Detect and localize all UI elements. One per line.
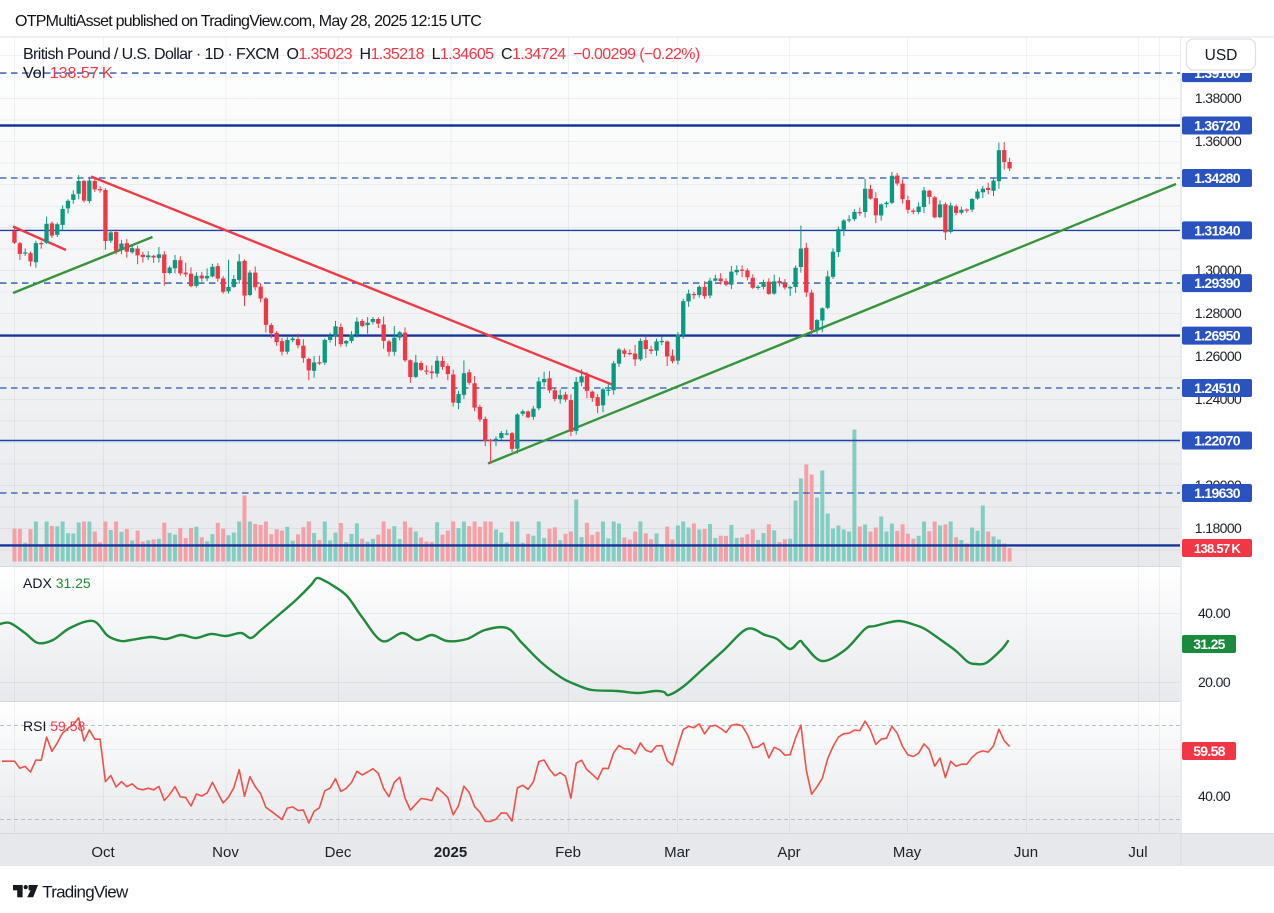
svg-text:1.19630: 1.19630 — [1194, 485, 1241, 501]
svg-text:1.36720: 1.36720 — [1194, 118, 1241, 134]
svg-text:1.29390: 1.29390 — [1194, 275, 1241, 291]
svg-text:TradingView: TradingView — [42, 883, 129, 902]
svg-text:Nov: Nov — [212, 844, 239, 861]
svg-text:1.26000: 1.26000 — [1195, 348, 1242, 364]
svg-text:British Pound / U.S. Dollar ·: British Pound / U.S. Dollar · 1D · FXCM … — [23, 46, 700, 63]
svg-text:31.25: 31.25 — [1193, 636, 1225, 652]
svg-text:2025: 2025 — [434, 844, 467, 861]
svg-text:OTPMultiAsset published on Tra: OTPMultiAsset published on TradingView.c… — [15, 13, 481, 30]
svg-text:ADX 31.25: ADX 31.25 — [23, 575, 91, 591]
svg-text:Jul: Jul — [1128, 844, 1147, 861]
svg-text:1.36000: 1.36000 — [1195, 133, 1242, 149]
svg-text:1.26950: 1.26950 — [1194, 328, 1241, 344]
svg-text:Mar: Mar — [664, 844, 690, 861]
svg-text:RSI 59.58: RSI 59.58 — [23, 718, 85, 734]
svg-text:1.34280: 1.34280 — [1194, 170, 1241, 186]
svg-text:Jun: Jun — [1014, 844, 1038, 861]
svg-text:1.28000: 1.28000 — [1195, 305, 1242, 321]
svg-text:1.18000: 1.18000 — [1195, 520, 1242, 536]
svg-text:1.31840: 1.31840 — [1194, 222, 1241, 238]
svg-text:Vol 138.57 K: Vol 138.57 K — [23, 65, 113, 82]
svg-text:20.00: 20.00 — [1198, 674, 1231, 690]
svg-text:1.22070: 1.22070 — [1194, 433, 1241, 449]
svg-text:Dec: Dec — [325, 844, 352, 861]
svg-text:USD: USD — [1205, 47, 1238, 64]
svg-text:1.38000: 1.38000 — [1195, 90, 1242, 106]
svg-text:1.30000: 1.30000 — [1195, 262, 1242, 278]
svg-text:59.58: 59.58 — [1193, 743, 1225, 759]
svg-text:40.00: 40.00 — [1198, 788, 1231, 804]
svg-text:138.57 K: 138.57 K — [1194, 541, 1241, 556]
svg-text:40.00: 40.00 — [1198, 605, 1231, 621]
svg-text:Oct: Oct — [91, 844, 115, 861]
svg-text:Apr: Apr — [777, 844, 800, 861]
svg-text:Feb: Feb — [555, 844, 581, 861]
svg-text:1.24510: 1.24510 — [1194, 380, 1241, 396]
svg-text:May: May — [893, 844, 922, 861]
